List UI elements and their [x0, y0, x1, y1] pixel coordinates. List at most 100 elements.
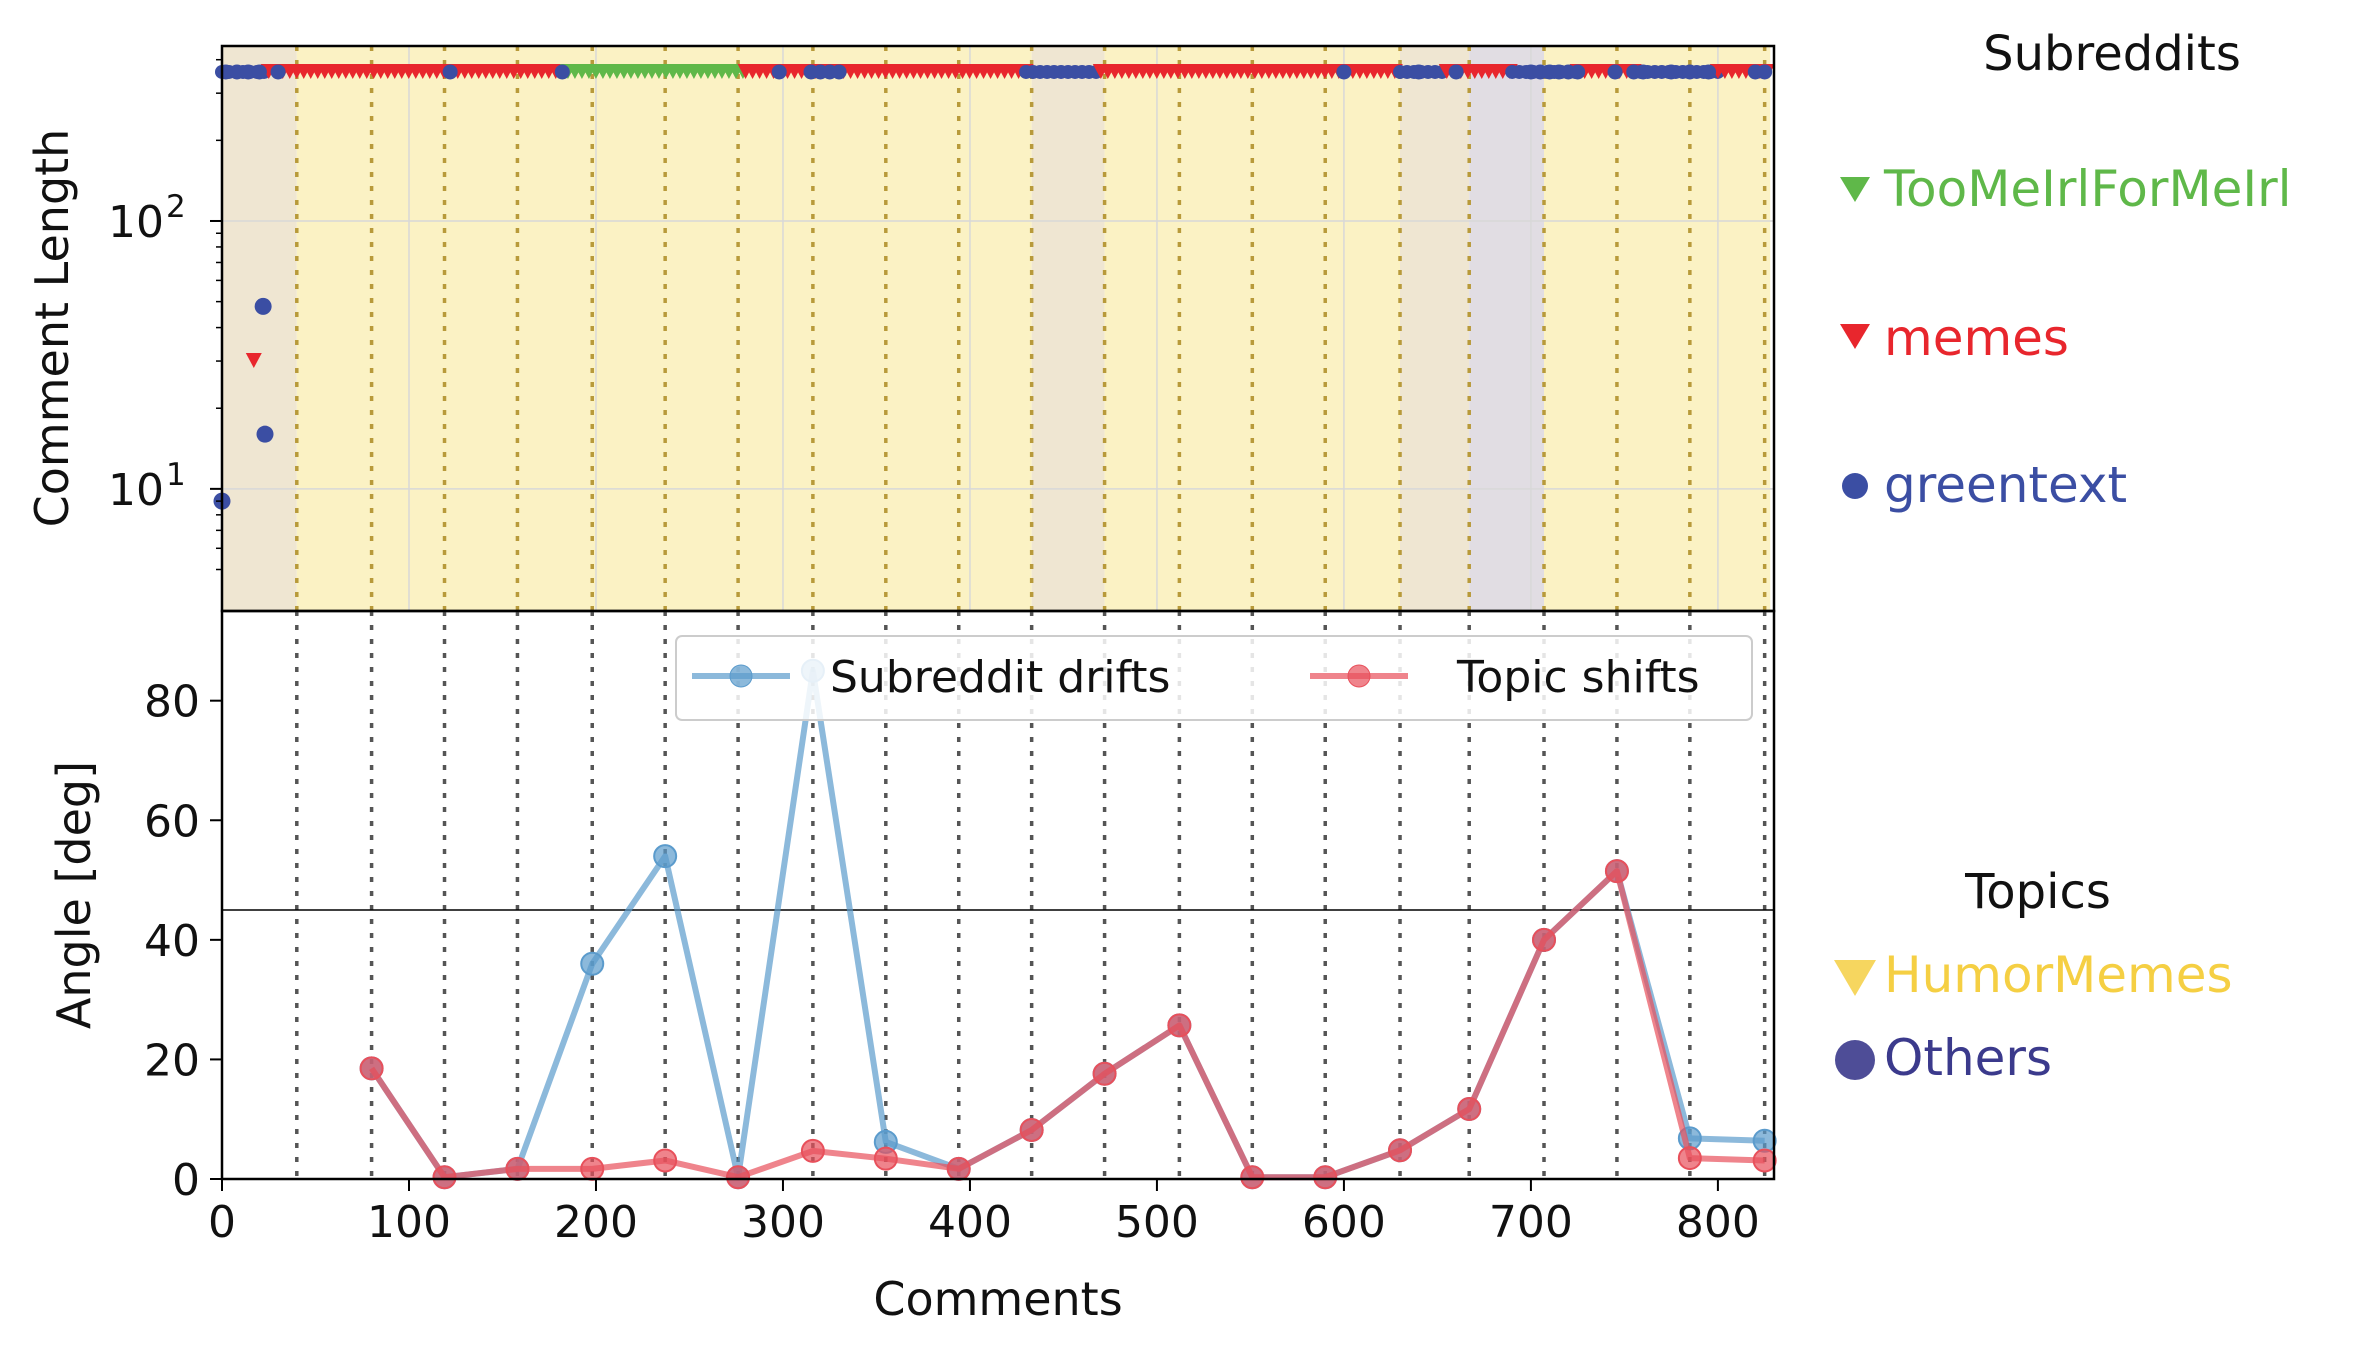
bottom-axes-frame [220, 609, 1776, 1181]
bottom-x-ticks: 0 100 200 300 400 500 600 700 800 [208, 1179, 1760, 1248]
series-1-point-15 [1457, 1097, 1482, 1122]
series-legend: Subreddit drifts Topic shifts [675, 635, 1753, 721]
topic-span-2 [1031, 46, 1105, 611]
triangle-down-icon [1840, 177, 1870, 202]
x-tick-label-8: 800 [1676, 1197, 1760, 1248]
y-tick-label-3: 60 [144, 796, 200, 847]
band-segment-4 [1019, 64, 1104, 79]
series-1-point-6 [800, 1138, 825, 1163]
series-0-point-4 [653, 844, 678, 869]
x-tick-label-7: 700 [1489, 1197, 1573, 1248]
bottom-y-ticks: 0 20 40 60 80 [144, 677, 222, 1206]
topic-label-humormemes: HumorMemes [1884, 946, 2233, 1004]
band-dot-1 [229, 64, 245, 80]
band-dot-28 [1757, 64, 1773, 80]
series-1-point-1 [432, 1165, 457, 1190]
bottom-panel: 0 100 200 300 400 500 600 700 800 0 20 40 60 80 Comm… [47, 609, 1777, 1326]
y-tick-label-1: 20 [144, 1035, 200, 1086]
x-tick-label-6: 600 [1302, 1197, 1386, 1248]
top-tick-label-0: 10 [108, 465, 164, 516]
legend-marker-subreddit-drifts [729, 664, 753, 688]
top-tick-exp-0: 1 [166, 457, 186, 493]
band-dot-5 [442, 64, 458, 80]
top-vlines [295, 46, 1767, 611]
legend-entry-topic-shifts: Topic shifts [1310, 652, 1700, 703]
bottom-vlines [295, 611, 1767, 1179]
band-dot-20 [1570, 64, 1586, 80]
topic-legend-title: Topics [1964, 864, 2111, 920]
topic-entry-humormemes: HumorMemes [1834, 946, 2233, 1004]
topic-span-0 [222, 46, 297, 611]
topic-span-6 [1544, 46, 1774, 611]
triangle-down-icon [1840, 324, 1870, 349]
band-dot-23 [1635, 64, 1651, 80]
series-1-point-18 [1677, 1146, 1702, 1171]
series-1-point-4 [653, 1148, 678, 1173]
top-tick-exp-1: 2 [166, 189, 186, 225]
band-dot-2 [240, 64, 256, 80]
band-segment-3 [737, 63, 1034, 79]
series-line-1 [369, 868, 1765, 1181]
x-tick-label-0: 0 [208, 1197, 236, 1248]
band-dot-3 [251, 64, 267, 80]
series-1 [359, 859, 1777, 1190]
subreddit-label-memes: memes [1884, 309, 2069, 367]
x-tick-label-4: 400 [928, 1197, 1012, 1248]
x-tick-label-5: 500 [1115, 1197, 1199, 1248]
top-y-label: Comment Length [25, 129, 79, 528]
subreddit-entry-toomeirlformeirl: TooMeIrlForMeIrl [1840, 160, 2292, 218]
subreddit-entry-memes: memes [1840, 309, 2069, 367]
series-1-point-9 [1019, 1117, 1044, 1142]
y-tick-label-2: 40 [144, 916, 200, 967]
circle-icon [1835, 1040, 1875, 1080]
series-1-point-12 [1240, 1165, 1265, 1190]
topic-spans [222, 46, 1774, 611]
series-1-point-7 [873, 1146, 898, 1171]
topic-span-gap [1770, 46, 1774, 611]
series-1-point-3 [580, 1156, 605, 1181]
band-dot-4 [270, 64, 286, 80]
point-3 [256, 425, 274, 443]
x-tick-label-3: 300 [741, 1197, 825, 1248]
x-tick-label-1: 100 [367, 1197, 451, 1248]
series-1-point-11 [1167, 1013, 1192, 1038]
series-1-point-17 [1604, 859, 1629, 884]
y-tick-label-4: 80 [144, 677, 200, 728]
series-1-point-2 [505, 1156, 530, 1181]
band-dot-26 [1701, 64, 1717, 80]
point-1 [254, 297, 272, 315]
series-0-point-3 [580, 951, 605, 976]
x-axis-label: Comments [873, 1272, 1122, 1326]
band-dot-7 [771, 64, 787, 80]
series-0-point-19 [1752, 1128, 1777, 1153]
series-1-point-13 [1313, 1165, 1338, 1190]
bottom-series [359, 658, 1777, 1190]
series-1-point-14 [1388, 1138, 1413, 1163]
subreddit-entry-greentext: greentext [1842, 456, 2127, 514]
band-dot-12 [1336, 64, 1352, 80]
series-1-point-5 [726, 1165, 751, 1190]
subreddit-legend: Subreddits TooMeIrlForMeIrl memes greent… [1840, 26, 2292, 514]
legend-marker-topic-shifts [1347, 664, 1371, 688]
legend-label-subreddit-drifts: Subreddit drifts [830, 652, 1170, 703]
band-dot-13 [1411, 64, 1427, 80]
series-1-point-0 [359, 1056, 384, 1081]
topic-label-others: Others [1884, 1029, 2052, 1087]
y-tick-label-0: 0 [172, 1155, 200, 1206]
top-tick-label-1: 10 [108, 197, 164, 248]
legend-entry-subreddit-drifts: Subreddit drifts [692, 652, 1170, 703]
legend-label-topic-shifts: Topic shifts [1456, 652, 1700, 703]
topic-span-4 [1400, 46, 1470, 611]
legend-box [675, 635, 1753, 721]
band-dot-6 [554, 64, 570, 80]
x-tick-label-2: 200 [554, 1197, 638, 1248]
topic-legend: Topics HumorMemes Others [1834, 864, 2233, 1087]
triangle-down-icon [1834, 960, 1876, 996]
bottom-y-label: Angle [deg] [47, 761, 101, 1029]
subreddit-legend-title: Subreddits [1983, 26, 2241, 82]
band-dot-25 [1682, 64, 1698, 80]
band-dot-24 [1663, 64, 1679, 80]
